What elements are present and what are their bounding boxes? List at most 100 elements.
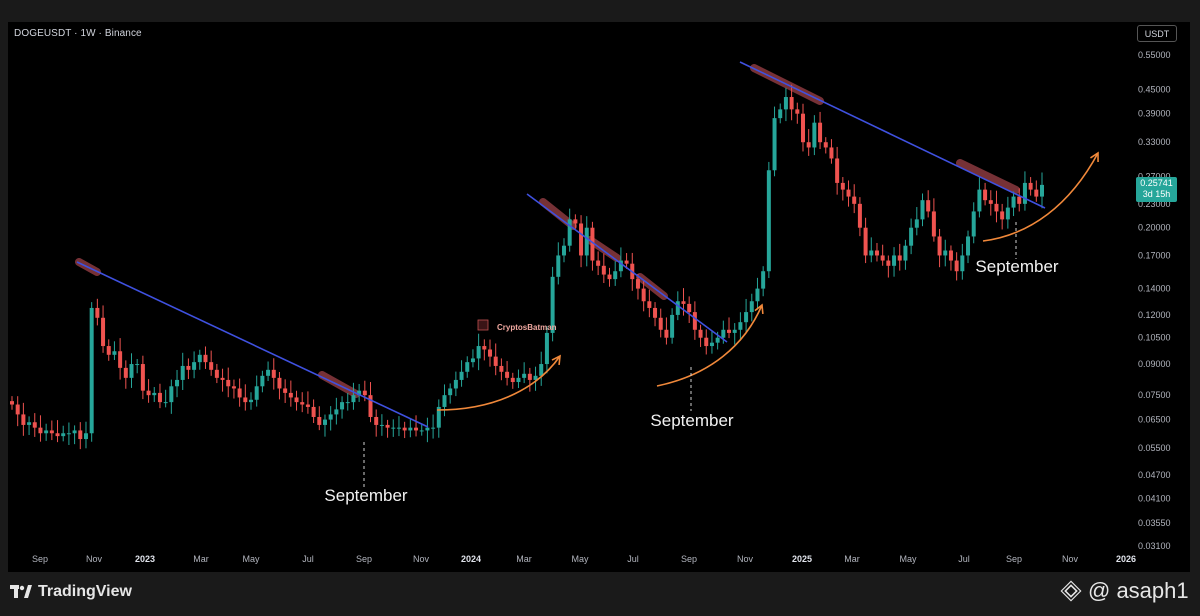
candle-body xyxy=(294,397,299,403)
y-tick-label: 0.06500 xyxy=(1138,415,1171,425)
candle-body xyxy=(857,203,862,228)
candle-body xyxy=(516,377,521,383)
candle-body xyxy=(442,395,447,407)
y-tick-label: 0.39000 xyxy=(1138,109,1171,119)
candle-body xyxy=(550,276,555,333)
candle-body xyxy=(340,402,345,410)
x-tick-label: Mar xyxy=(844,554,860,564)
candle-body xyxy=(744,312,749,323)
candle-body xyxy=(322,419,327,425)
candle-body xyxy=(624,260,629,264)
candle-body xyxy=(971,211,976,237)
x-tick-label: Sep xyxy=(356,554,372,564)
candle-body xyxy=(135,364,140,366)
candle-body xyxy=(152,392,157,396)
candle-body xyxy=(1034,189,1039,197)
candle-body xyxy=(32,422,37,428)
candle-body xyxy=(368,395,373,417)
candle-body xyxy=(727,329,732,333)
candle-body xyxy=(10,401,14,405)
x-tick-label: Sep xyxy=(681,554,697,564)
x-tick-label: Sep xyxy=(32,554,48,564)
chart-area[interactable]: 0.55000 0.45000 0.39000 0.33000 0.27000 0.230… xyxy=(8,22,1190,572)
candle-body xyxy=(818,122,823,143)
candle-body xyxy=(436,406,441,428)
x-tick-label: 2025 xyxy=(792,554,812,564)
price-chart[interactable]: 0.55000 0.45000 0.39000 0.33000 0.27000 0.230… xyxy=(8,22,1190,572)
candle-body xyxy=(749,301,754,313)
candle-body xyxy=(704,337,709,347)
candle-body xyxy=(983,189,988,201)
candle-body xyxy=(374,416,379,425)
candle-body xyxy=(692,312,697,330)
candle-body xyxy=(1005,207,1010,220)
candle-body xyxy=(658,317,663,330)
trend-arrow xyxy=(982,152,1099,242)
y-tick-label: 0.03550 xyxy=(1138,518,1171,528)
candle-body xyxy=(271,369,276,378)
candle-body xyxy=(476,346,481,359)
candle-body xyxy=(852,196,857,204)
candle-body xyxy=(795,109,800,114)
candle-body xyxy=(909,227,914,246)
candle-body xyxy=(800,113,805,143)
last-price-badge: 0.25741 3d 15h xyxy=(1136,177,1177,202)
y-tick-label: 0.04100 xyxy=(1138,493,1171,503)
candle-body xyxy=(823,142,828,148)
x-tick-label: Mar xyxy=(516,554,532,564)
candle-body xyxy=(755,288,760,302)
candle-body xyxy=(414,427,419,431)
candle-body xyxy=(123,367,128,378)
y-tick-label: 0.23000 xyxy=(1138,199,1171,209)
x-tick-label: May xyxy=(242,554,260,564)
candle-body xyxy=(1040,184,1044,197)
candle-body xyxy=(493,356,498,366)
candle-body xyxy=(300,402,305,405)
y-tick-label: 0.04700 xyxy=(1138,470,1171,480)
x-axis: Sep Nov 2023 Mar May Jul Sep Nov 2024 Mar May Jul Se… xyxy=(32,554,1136,564)
candle-body xyxy=(937,236,942,256)
currency-button[interactable]: USDT xyxy=(1137,25,1177,42)
candle-body xyxy=(465,362,470,372)
candle-body xyxy=(214,369,219,378)
candle-body xyxy=(897,255,902,261)
candle-body xyxy=(715,337,720,343)
x-tick-label: 2023 xyxy=(135,554,155,564)
y-tick-label: 0.09000 xyxy=(1138,359,1171,369)
x-tick-label: May xyxy=(571,554,589,564)
candle-body xyxy=(761,271,766,289)
candle-body xyxy=(556,255,561,277)
symbol-title: DOGEUSDT · 1W · Binance xyxy=(14,28,142,39)
x-tick-label: Nov xyxy=(86,554,103,564)
candle-body xyxy=(1017,196,1022,204)
x-tick-label: Sep xyxy=(1006,554,1022,564)
candle-body xyxy=(681,301,686,304)
arrow-head xyxy=(551,354,561,366)
trendline xyxy=(76,261,429,428)
candle-body xyxy=(505,371,510,378)
bar-countdown: 3d 15h xyxy=(1142,189,1171,199)
candle-body xyxy=(49,430,54,434)
candle-body xyxy=(260,375,265,387)
candle-body xyxy=(15,404,20,415)
watermark-text: CryptosBatman xyxy=(497,323,557,332)
candle-body xyxy=(129,364,134,378)
candle-body xyxy=(311,406,316,417)
candle-body xyxy=(61,433,66,437)
candle-body xyxy=(920,200,925,220)
candle-body xyxy=(453,379,458,389)
tradingview-logo[interactable]: TradingView xyxy=(10,583,132,601)
trendline xyxy=(739,61,1046,209)
x-tick-label: Jul xyxy=(302,554,314,564)
footer: TradingView @ asaph1 xyxy=(0,572,1200,616)
candle-body xyxy=(55,433,60,437)
x-tick-label: Nov xyxy=(1062,554,1079,564)
candle-body xyxy=(379,424,384,426)
y-tick-label: 0.27000 xyxy=(1138,171,1171,181)
candle-body xyxy=(277,377,282,389)
candle-body xyxy=(254,386,259,400)
candle-body xyxy=(357,390,362,396)
candle-body xyxy=(687,303,692,313)
y-tick-label: 0.45000 xyxy=(1138,84,1171,94)
candle-body xyxy=(766,170,771,272)
